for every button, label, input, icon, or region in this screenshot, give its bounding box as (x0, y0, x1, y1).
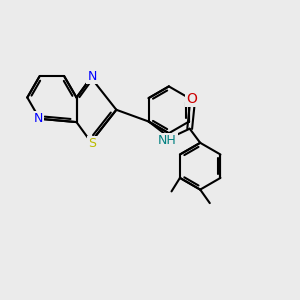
Text: NH: NH (158, 134, 177, 147)
Text: S: S (88, 137, 97, 150)
Text: O: O (187, 92, 197, 106)
Text: N: N (88, 70, 97, 83)
Text: N: N (33, 112, 43, 125)
